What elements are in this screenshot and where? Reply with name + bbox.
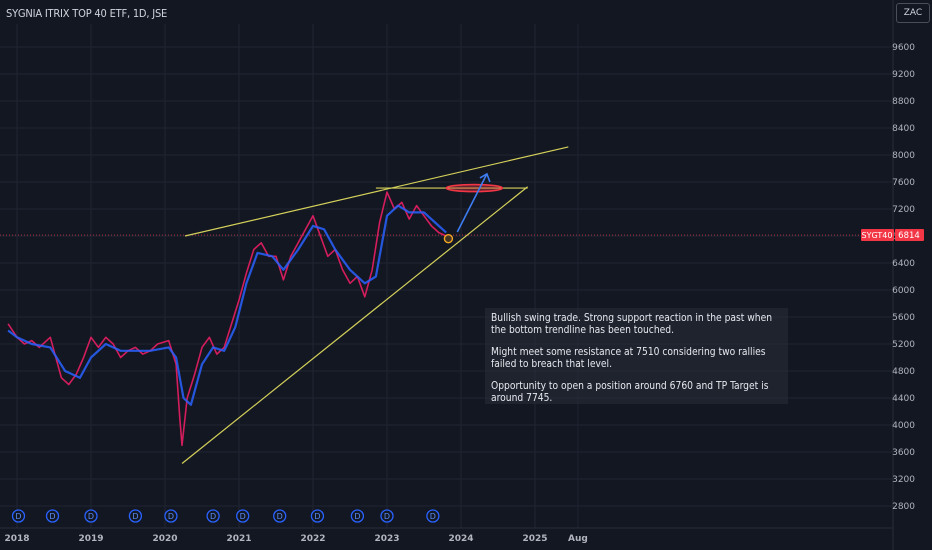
y-tick-label: 4800: [892, 367, 915, 377]
currency-button[interactable]: ZAC: [896, 3, 930, 23]
dividend-marker-label: D: [314, 512, 320, 521]
y-tick-label: 9600: [892, 43, 915, 53]
dividend-marker-label: D: [210, 512, 216, 521]
x-tick-label: 2025: [522, 534, 547, 544]
y-tick-label: 5200: [892, 340, 915, 350]
x-tick-label: 2022: [300, 534, 325, 544]
dividend-marker: [128, 509, 143, 523]
dividend-marker-label: D: [88, 512, 94, 521]
x-tick-label: Aug: [568, 534, 588, 544]
dividend-marker: [273, 509, 287, 523]
y-tick-label: 8800: [892, 97, 915, 107]
analysis-note: Bullish swing trade. Strong support reac…: [485, 308, 788, 404]
projection-arrow-head: [479, 172, 491, 183]
note-paragraph: Bullish swing trade. Strong support reac…: [491, 313, 773, 336]
dividend-marker: [350, 509, 365, 523]
y-tick-label: 9200: [892, 70, 915, 80]
price-badge: [895, 229, 924, 242]
dividend-marker-label: D: [240, 512, 246, 521]
target-zone-ellipse: [445, 183, 504, 193]
x-tick-label: 2023: [374, 534, 399, 544]
note-paragraph: Opportunity to open a position around 67…: [491, 381, 769, 404]
dividend-marker: [236, 509, 250, 523]
dividend-marker: [426, 509, 440, 523]
y-tick-label: 6000: [892, 286, 915, 296]
y-tick-label: 8000: [892, 151, 915, 161]
dividend-marker-label: D: [384, 512, 390, 521]
dividend-marker-label: D: [168, 512, 174, 521]
note-paragraph: Might meet some resistance at 7510 consi…: [491, 347, 766, 370]
y-tick-label: 7600: [892, 178, 915, 188]
dividend-marker-label: D: [49, 512, 55, 521]
dividend-marker: [84, 509, 98, 523]
x-tick-label: 2020: [152, 534, 177, 544]
trendline: [181, 186, 528, 464]
x-tick-label: 2019: [78, 534, 103, 544]
x-tick-label: 2024: [448, 534, 473, 544]
y-tick-label: 3200: [892, 475, 915, 485]
dividend-marker-label: D: [277, 512, 283, 521]
dividend-marker: [45, 509, 60, 523]
y-tick-label: 7200: [892, 205, 915, 215]
x-tick-label: 2018: [4, 534, 29, 544]
y-tick-label: 3600: [892, 448, 915, 458]
entry-point-circle: [443, 233, 454, 244]
y-tick-label: 4000: [892, 421, 915, 431]
price-badge-label: 6814: [898, 231, 920, 241]
price-series-line: [7, 191, 447, 447]
trendline: [184, 146, 569, 237]
dividend-marker: [310, 509, 325, 523]
y-tick-label: 5600: [892, 313, 915, 323]
y-tick-label: 4400: [892, 394, 915, 404]
dividend-marker-label: D: [354, 512, 360, 521]
dividend-marker-label: D: [15, 512, 21, 521]
y-tick-label: 6400: [892, 259, 915, 269]
x-tick-label: 2021: [226, 534, 251, 544]
y-tick-label: 2800: [892, 502, 915, 512]
ticker-badge: [861, 229, 894, 242]
projection-arrow: [456, 173, 488, 233]
dividend-marker-label: D: [430, 512, 436, 521]
ticker-badge-label: SYGT40: [862, 231, 893, 240]
dividend-marker: [164, 509, 178, 523]
dividend-marker: [11, 509, 26, 523]
dividend-marker-label: D: [132, 512, 138, 521]
moving-average-line: [7, 204, 447, 406]
dividend-marker: [380, 509, 394, 523]
dividend-marker: [206, 509, 220, 523]
y-tick-label: 8400: [892, 124, 915, 134]
chart-title: SYGNIA ITRIX TOP 40 ETF, 1D, JSE: [6, 7, 168, 20]
